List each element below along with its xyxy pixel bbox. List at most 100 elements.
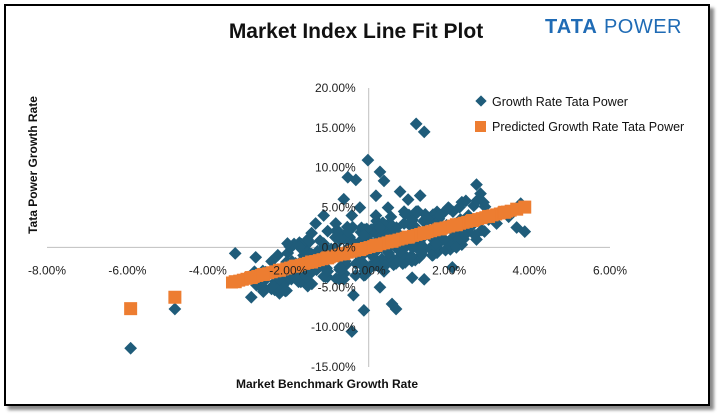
legend-label-predicted: Predicted Growth Rate Tata Power [492, 120, 684, 134]
data-point-actual [353, 201, 367, 214]
data-point-actual [228, 247, 242, 260]
data-point-actual [377, 174, 391, 188]
data-point-actual [345, 325, 359, 338]
legend: Growth Rate Tata Power Predicted Growth … [475, 95, 684, 134]
data-point-actual [357, 304, 371, 317]
data-point-predicted [244, 271, 258, 285]
data-point-actual [244, 290, 258, 304]
chart-title: Market Index Line Fit Plot [228, 20, 484, 43]
data-point-predicted [305, 255, 319, 269]
data-point-actual [321, 224, 335, 238]
data-point-actual [281, 237, 294, 250]
tick-labels: -8.00% -6.00% -4.00% -2.00% 0.00% 2.00% 4.00% 6… [28, 81, 627, 374]
data-point-actual [373, 280, 387, 294]
x-tick-label: -6.00% [108, 263, 146, 277]
legend-diamond-marker [475, 95, 487, 107]
data-point-predicted [256, 267, 270, 281]
data-point-predicted [289, 259, 303, 273]
legend-label-actual: Growth Rate Tata Power [492, 95, 628, 109]
data-point-actual [341, 225, 355, 238]
y-tick-label: -10.00% [311, 320, 356, 334]
y-tick-label: 5.00% [322, 201, 356, 215]
data-point-actual [329, 217, 343, 230]
data-point-actual [474, 187, 487, 200]
data-point-actual [361, 153, 375, 167]
data-point-actual [373, 165, 387, 179]
tata-power-logo: TATA POWER [545, 16, 682, 39]
data-point-actual [265, 280, 278, 294]
data-point-actual [405, 241, 419, 254]
data-point-predicted [417, 226, 431, 240]
y-axis-label: Tata Power Growth Rate [26, 96, 40, 234]
data-point-predicted [272, 263, 286, 277]
y-tick-label: 10.00% [315, 161, 356, 175]
data-point-actual [347, 288, 360, 302]
data-point-actual [389, 302, 403, 316]
logo-text-rest: POWER [603, 16, 682, 38]
data-point-predicted [482, 209, 496, 223]
legend-item-actual: Growth Rate Tata Power [475, 95, 628, 109]
data-point-actual [409, 117, 423, 131]
data-point-actual [405, 271, 419, 285]
x-tick-label: 2.00% [432, 263, 466, 277]
x-tick-label: -8.00% [28, 263, 66, 277]
x-tick-label: -2.00% [269, 263, 307, 277]
data-point-actual [301, 233, 314, 246]
data-point-actual [321, 264, 335, 278]
data-point-predicted [228, 275, 242, 289]
data-point-actual [393, 185, 407, 198]
data-point-predicted [465, 214, 479, 228]
data-point-actual [309, 217, 322, 230]
y-tick-label: 15.00% [315, 121, 356, 135]
x-tick-label: 4.00% [513, 263, 547, 277]
data-point-actual [413, 189, 427, 202]
data-point-predicted [449, 218, 463, 232]
legend-item-predicted: Predicted Growth Rate Tata Power [475, 120, 684, 134]
x-tick-label: 0.00% [352, 263, 386, 277]
y-tick-label: -5.00% [318, 280, 356, 294]
data-point-predicted [353, 243, 367, 257]
data-point-actual [429, 237, 443, 250]
data-point-actual [433, 209, 447, 222]
data-point-actual [337, 272, 351, 286]
data-point-predicted [124, 302, 138, 316]
data-point-actual [458, 229, 471, 242]
y-tick-label: -15.00% [311, 360, 356, 374]
data-point-actual [357, 268, 371, 282]
y-tick-label: 20.00% [315, 81, 356, 95]
data-point-predicted [433, 222, 447, 236]
data-point-actual [393, 245, 407, 258]
data-point-predicted [321, 251, 335, 265]
data-point-actual [333, 260, 347, 274]
x-tick-label: 6.00% [593, 263, 627, 277]
data-point-actual [425, 249, 439, 262]
data-point-predicted [518, 200, 532, 214]
data-point-actual-cluster [249, 250, 263, 264]
legend-square-marker [475, 121, 486, 132]
data-point-predicted [369, 238, 383, 252]
data-point-actual [401, 193, 415, 206]
data-point-predicted [168, 290, 182, 304]
data-point-actual [381, 201, 395, 214]
data-point-actual [417, 272, 431, 286]
y-tick-label: 0.00% [322, 240, 356, 254]
data-point-actual [317, 237, 331, 250]
data-point-actual [417, 125, 431, 139]
data-point-actual [369, 209, 383, 222]
data-point-actual [441, 201, 455, 214]
data-point-actual-cluster [459, 194, 473, 208]
data-point-actual [470, 178, 483, 191]
data-points [124, 117, 532, 355]
data-point-actual-cluster [349, 269, 362, 282]
data-point-actual [333, 233, 347, 246]
data-point-predicted [401, 230, 415, 244]
logo-text-bold: TATA [545, 16, 598, 38]
data-point-actual-cluster [278, 284, 292, 298]
data-point-actual [357, 229, 371, 242]
data-point-actual [337, 192, 351, 206]
data-point-actual [124, 341, 138, 355]
data-point-actual [478, 225, 491, 238]
data-point-predicted [385, 234, 399, 248]
data-point-actual [345, 209, 359, 222]
